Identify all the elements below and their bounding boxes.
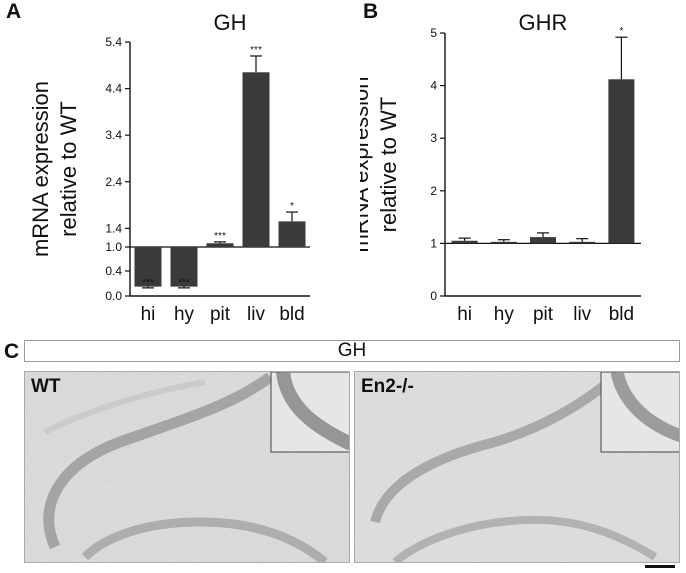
chart-ghr: GHR mRNA expression relative to WT 0 1 2 3 4 5 hi… bbox=[360, 10, 641, 325]
panel-letter-b: B bbox=[363, 0, 379, 23]
chart-gh-bar bbox=[170, 247, 198, 287]
chart-gh-ytick-label: 0.0 bbox=[105, 289, 122, 303]
chart-ghr-bar bbox=[490, 241, 517, 244]
micrograph-en2-label: En2-/- bbox=[361, 376, 414, 397]
chart-gh-ylabel-line: mRNA expression bbox=[28, 81, 53, 257]
chart-gh-bar bbox=[206, 243, 234, 247]
chart-gh-ytick-label: 1.0 bbox=[105, 240, 122, 254]
chart-ghr-xtick-label: liv bbox=[573, 304, 591, 325]
chart-ghr-xtick-label: hi bbox=[457, 304, 472, 325]
chart-gh-ytick-label: 5.4 bbox=[105, 35, 122, 49]
panel-c-title: GH bbox=[24, 340, 680, 362]
chart-ghr-bar bbox=[608, 79, 635, 244]
micrograph-wt-label: WT bbox=[31, 376, 61, 397]
chart-gh-ytick-label: 4.4 bbox=[105, 82, 122, 96]
chart-ghr-xtick-label: bld bbox=[609, 304, 634, 325]
chart-ghr-ylabel-line: mRNA expression bbox=[360, 76, 373, 252]
chart-ghr-bar bbox=[451, 240, 478, 244]
micrograph-wt: WT bbox=[24, 371, 350, 563]
chart-ghr-ylabel-line: relative to WT bbox=[376, 97, 401, 233]
chart-gh-xtick-label: hy bbox=[174, 304, 195, 325]
chart-gh-ylabel-line: relative to WT bbox=[56, 101, 81, 237]
chart-ghr-bar bbox=[530, 237, 556, 244]
chart-ghr-xtick-label: hy bbox=[494, 304, 515, 325]
chart-ghr-ytick-label: 1 bbox=[430, 236, 437, 250]
chart-ghr-ytick-label: 5 bbox=[430, 26, 437, 40]
chart-gh: GH mRNA expression relative to WT 0.0 0.4 1.0… bbox=[28, 10, 310, 325]
chart-gh-bar bbox=[278, 221, 306, 247]
chart-gh-ytick-label: 1.4 bbox=[105, 221, 122, 235]
chart-gh-ytick-label: 0.4 bbox=[105, 264, 122, 278]
panel-letter-a: A bbox=[6, 0, 22, 23]
chart-ghr-xtick-label: pit bbox=[533, 304, 554, 325]
chart-gh-significance: *** bbox=[214, 231, 226, 242]
micrograph-en2-image bbox=[355, 372, 679, 562]
micrograph-wt-image bbox=[25, 372, 349, 562]
chart-gh-significance: * bbox=[290, 201, 294, 212]
chart-gh-ytick-label: 3.4 bbox=[105, 128, 122, 142]
chart-gh-bar bbox=[242, 72, 270, 247]
chart-gh-significance: *** bbox=[142, 278, 154, 289]
chart-ghr-title: GHR bbox=[519, 10, 568, 35]
chart-ghr-ytick-label: 4 bbox=[430, 79, 437, 93]
chart-gh-title: GH bbox=[214, 10, 247, 35]
chart-gh-xtick-label: bld bbox=[279, 304, 304, 325]
chart-gh-ytick-label: 2.4 bbox=[105, 175, 122, 189]
scale-bar bbox=[645, 565, 675, 568]
chart-gh-bar bbox=[134, 247, 162, 287]
chart-gh-xtick-label: pit bbox=[210, 304, 231, 325]
micrograph-en2: En2-/- bbox=[354, 371, 680, 563]
chart-gh-significance: *** bbox=[178, 278, 190, 289]
chart-ghr-bar bbox=[569, 241, 596, 244]
chart-ghr-ytick-label: 3 bbox=[430, 131, 437, 145]
chart-ghr-significance: * bbox=[619, 26, 623, 37]
panel-letter-c: C bbox=[4, 340, 20, 363]
chart-gh-xtick-label: hi bbox=[141, 304, 156, 325]
chart-gh-significance: *** bbox=[250, 45, 262, 56]
chart-gh-xtick-label: liv bbox=[247, 304, 265, 325]
chart-ghr-ylabel: mRNA expression relative to WT bbox=[360, 76, 401, 252]
chart-ghr-ytick-label: 2 bbox=[430, 184, 437, 198]
chart-gh-ylabel: mRNA expression relative to WT bbox=[28, 81, 81, 257]
chart-ghr-ytick-label: 0 bbox=[430, 289, 437, 303]
